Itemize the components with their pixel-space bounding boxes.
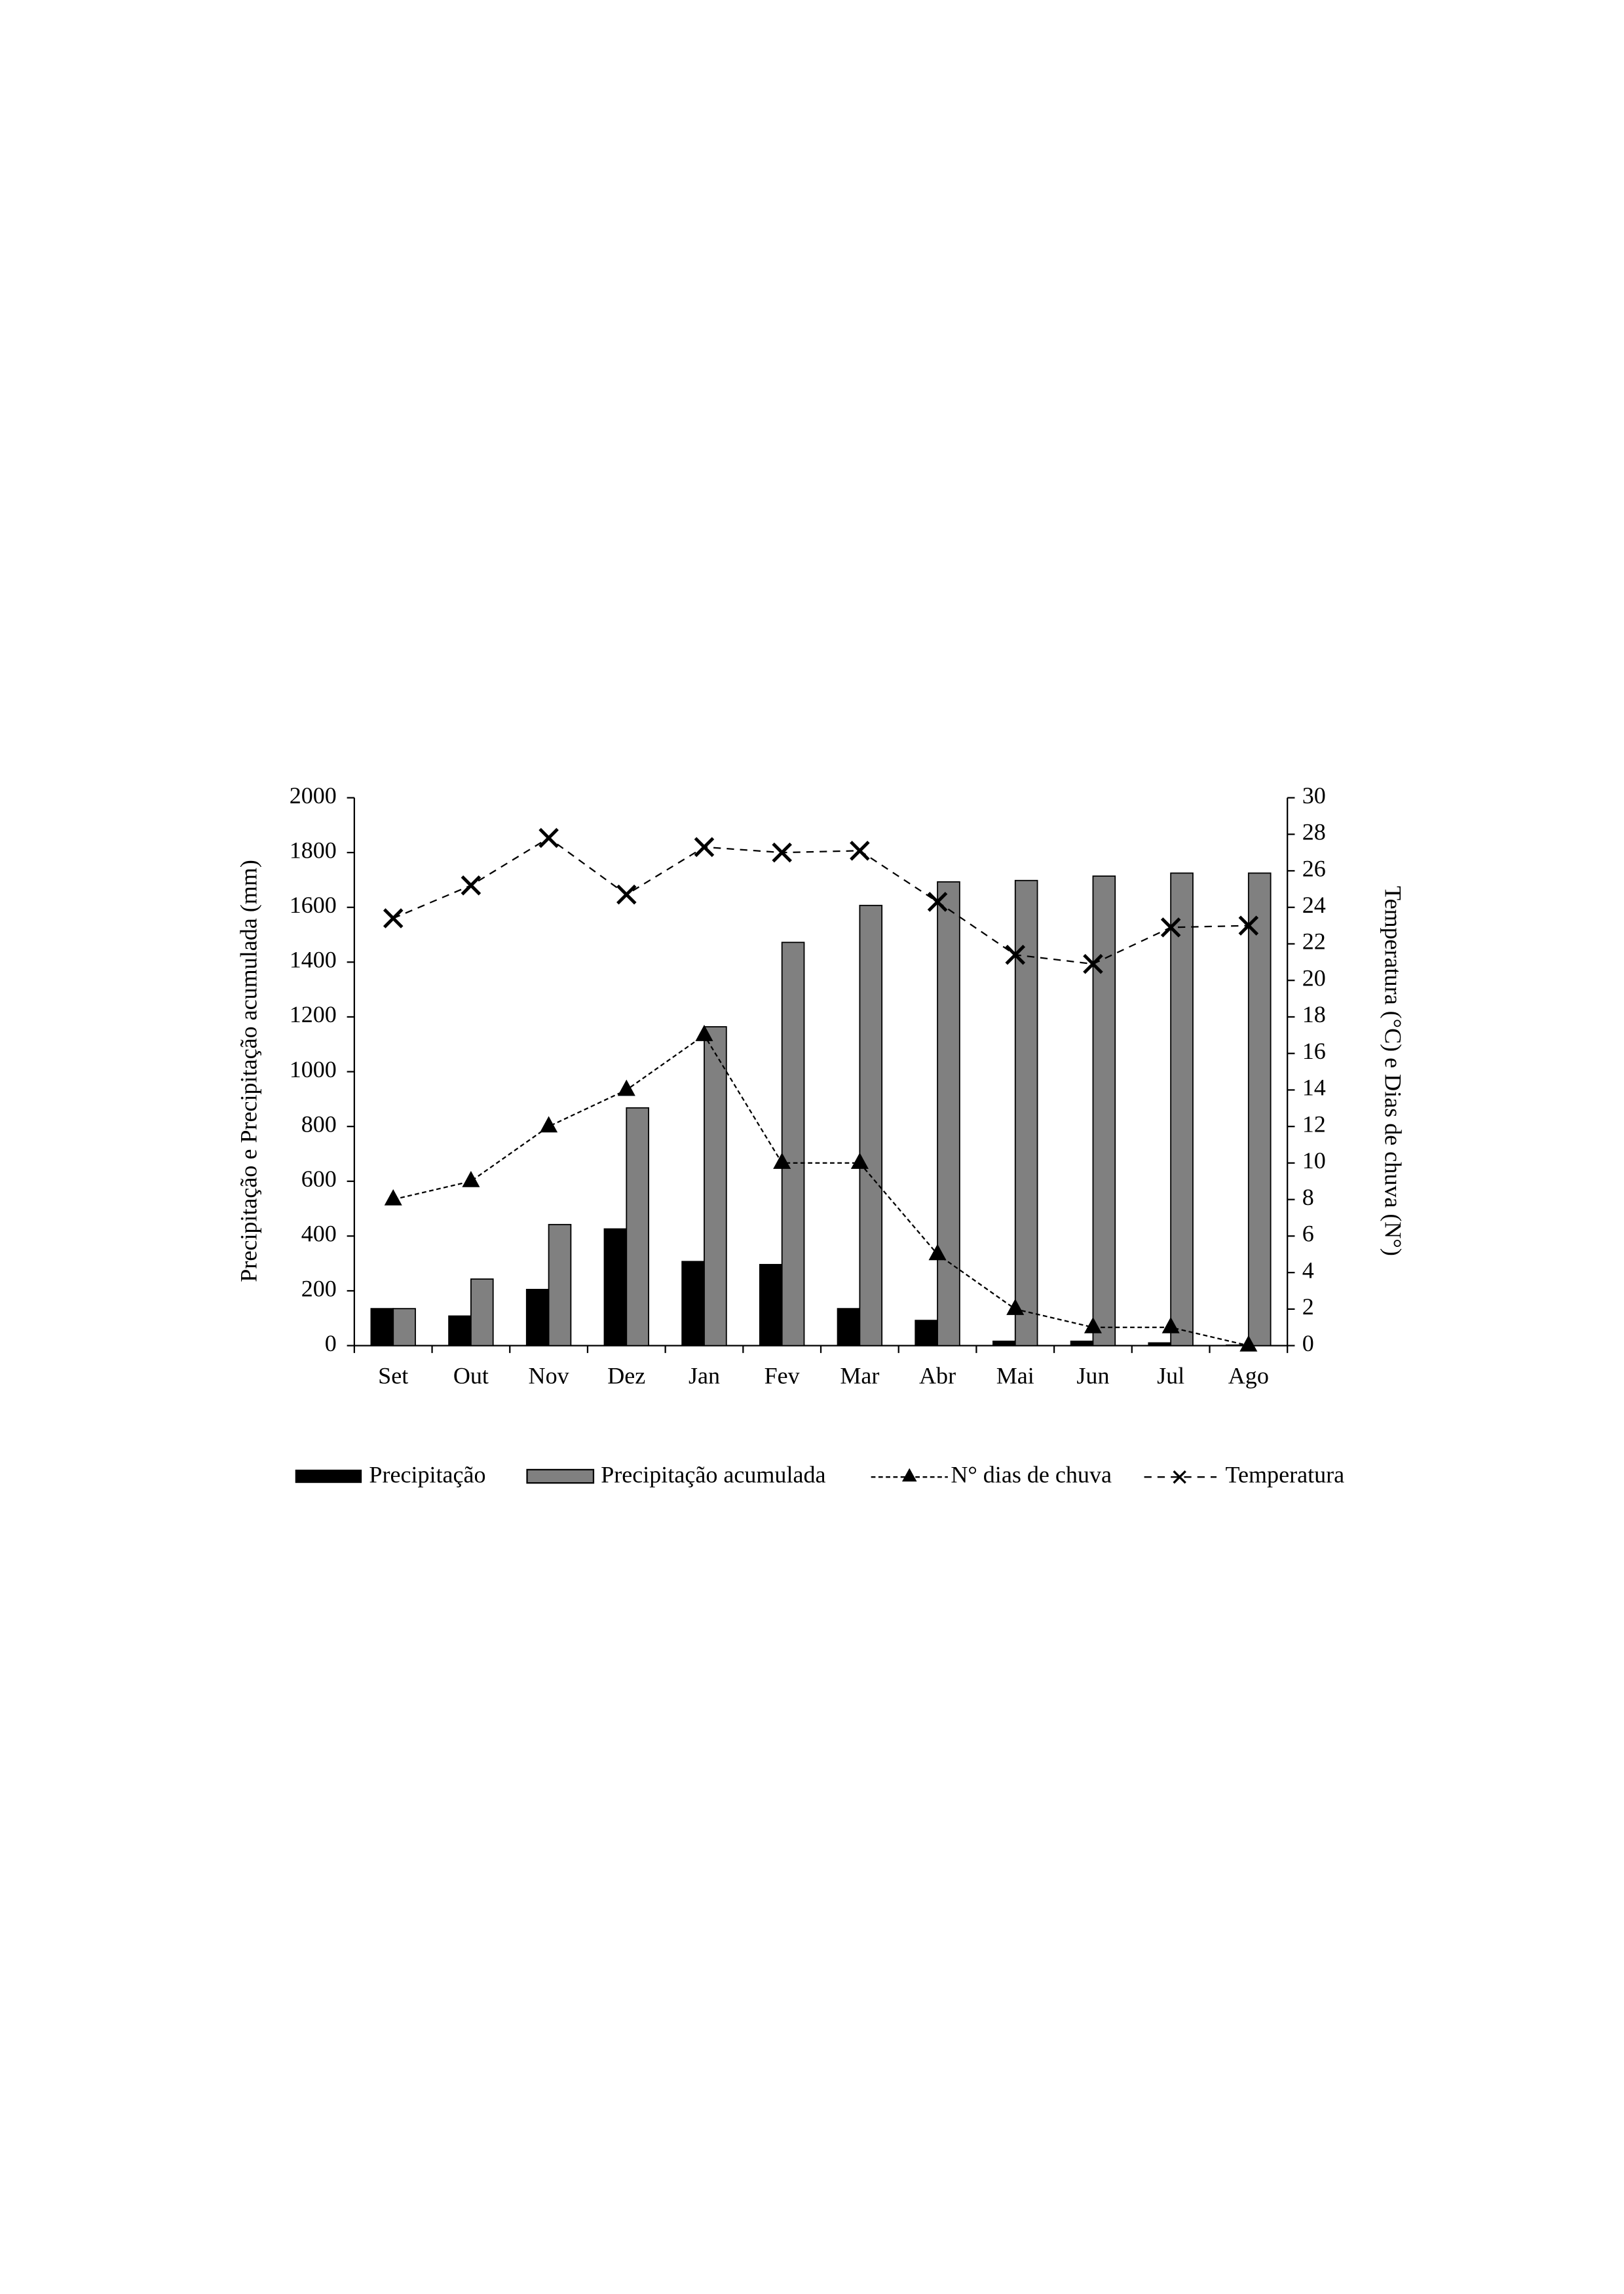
x-tick-label: Out: [453, 1362, 489, 1388]
bar: [603, 1228, 628, 1347]
y2-tick-label: 8: [1302, 1184, 1314, 1210]
marker: [540, 1116, 558, 1133]
bar: [525, 1289, 550, 1347]
x-tick-label: Jun: [1076, 1362, 1109, 1388]
y2-tick-label: 16: [1302, 1038, 1326, 1064]
bar: [859, 904, 883, 1347]
legend-label: Temperatura: [1226, 1461, 1345, 1487]
legend-label: Precipitação: [369, 1461, 485, 1487]
y2-tick-label: 0: [1302, 1330, 1314, 1356]
marker: [1005, 944, 1026, 965]
y2-axis-label: Temperatura (°C) e Dias de chuva (N°): [1380, 886, 1407, 1256]
marker: [384, 1189, 402, 1206]
legend-label: N° dias de chuva: [951, 1461, 1112, 1487]
y-tick-label: 400: [301, 1221, 337, 1247]
y2-tick-label: 22: [1302, 928, 1326, 955]
bar: [992, 1341, 1016, 1347]
bar: [915, 1320, 938, 1347]
y2-tick-label: 26: [1302, 855, 1326, 881]
bar: [681, 1261, 705, 1347]
y2-tick-label: 10: [1302, 1147, 1326, 1174]
marker: [383, 908, 404, 928]
bar: [1092, 875, 1116, 1347]
marker: [1084, 1316, 1102, 1333]
y-tick-label: 2000: [290, 782, 337, 809]
y-tick-label: 800: [301, 1111, 337, 1137]
bar: [759, 1263, 783, 1347]
marker: [772, 842, 792, 863]
y2-tick-label: 20: [1302, 965, 1326, 991]
legend-swatch: [295, 1469, 362, 1483]
legend-marker: [901, 1468, 917, 1482]
y2-tick-label: 18: [1302, 1001, 1326, 1027]
bar: [1170, 872, 1194, 1347]
bar: [837, 1308, 861, 1347]
y-tick-label: 200: [301, 1275, 337, 1301]
y2-tick-label: 14: [1302, 1075, 1326, 1101]
marker: [462, 1171, 480, 1187]
y-tick-label: 1600: [290, 892, 337, 918]
bar: [548, 1223, 572, 1347]
y2-tick-label: 2: [1302, 1293, 1314, 1320]
line: [392, 1034, 1249, 1347]
marker: [1160, 917, 1181, 938]
marker: [773, 1153, 791, 1169]
marker: [850, 1153, 869, 1169]
marker: [695, 1025, 713, 1041]
legend-label: Precipitação acumulada: [601, 1461, 825, 1487]
marker: [1006, 1299, 1025, 1315]
y2-tick-label: 30: [1302, 782, 1326, 809]
bar: [448, 1315, 472, 1347]
marker: [850, 841, 870, 861]
bar: [1070, 1341, 1094, 1347]
marker: [1083, 953, 1103, 974]
bar: [937, 881, 960, 1347]
x-tick-label: Mai: [996, 1362, 1034, 1388]
x-tick-label: Ago: [1228, 1362, 1269, 1388]
marker: [1161, 1316, 1180, 1333]
y2-tick-label: 24: [1302, 892, 1326, 918]
bar: [1247, 872, 1272, 1347]
y2-tick-label: 6: [1302, 1221, 1314, 1247]
x-tick-label: Nov: [529, 1362, 570, 1388]
y-tick-label: 1800: [290, 837, 337, 863]
y2-tick-label: 4: [1302, 1257, 1314, 1283]
marker: [617, 1079, 635, 1096]
x-tick-label: Jul: [1157, 1362, 1184, 1388]
bar: [470, 1278, 494, 1347]
x-tick-label: Set: [378, 1362, 408, 1388]
marker: [694, 837, 715, 858]
bar: [781, 942, 805, 1347]
bar: [370, 1308, 394, 1347]
y-tick-label: 1400: [290, 947, 337, 973]
x-tick-label: Fev: [765, 1362, 801, 1388]
marker: [1238, 915, 1259, 936]
marker: [928, 1244, 947, 1261]
x-tick-label: Dez: [607, 1362, 645, 1388]
x-tick-label: Abr: [919, 1362, 956, 1388]
marker: [927, 892, 948, 912]
marker: [616, 884, 637, 905]
bar: [392, 1308, 416, 1347]
y-tick-label: 1200: [290, 1001, 337, 1027]
legend-swatch: [526, 1468, 595, 1484]
marker: [461, 875, 482, 896]
line: [392, 837, 1249, 965]
y-axis-label: Precipitação e Precipitação acumulada (m…: [235, 860, 261, 1282]
y-tick-label: 1000: [290, 1056, 337, 1082]
y2-tick-label: 28: [1302, 819, 1326, 845]
marker: [538, 828, 559, 849]
legend-marker: [1173, 1470, 1186, 1484]
y-tick-label: 600: [301, 1166, 337, 1192]
marker: [1239, 1335, 1258, 1352]
y-tick-label: 0: [325, 1330, 337, 1356]
x-tick-label: Mar: [840, 1362, 879, 1388]
y2-tick-label: 12: [1302, 1111, 1326, 1137]
bar: [704, 1026, 727, 1347]
legend: Precipitação Precipitação acumulada N° d…: [295, 1461, 1344, 1487]
bar: [626, 1107, 649, 1347]
x-tick-label: Jan: [689, 1362, 720, 1388]
bar: [1148, 1342, 1172, 1347]
